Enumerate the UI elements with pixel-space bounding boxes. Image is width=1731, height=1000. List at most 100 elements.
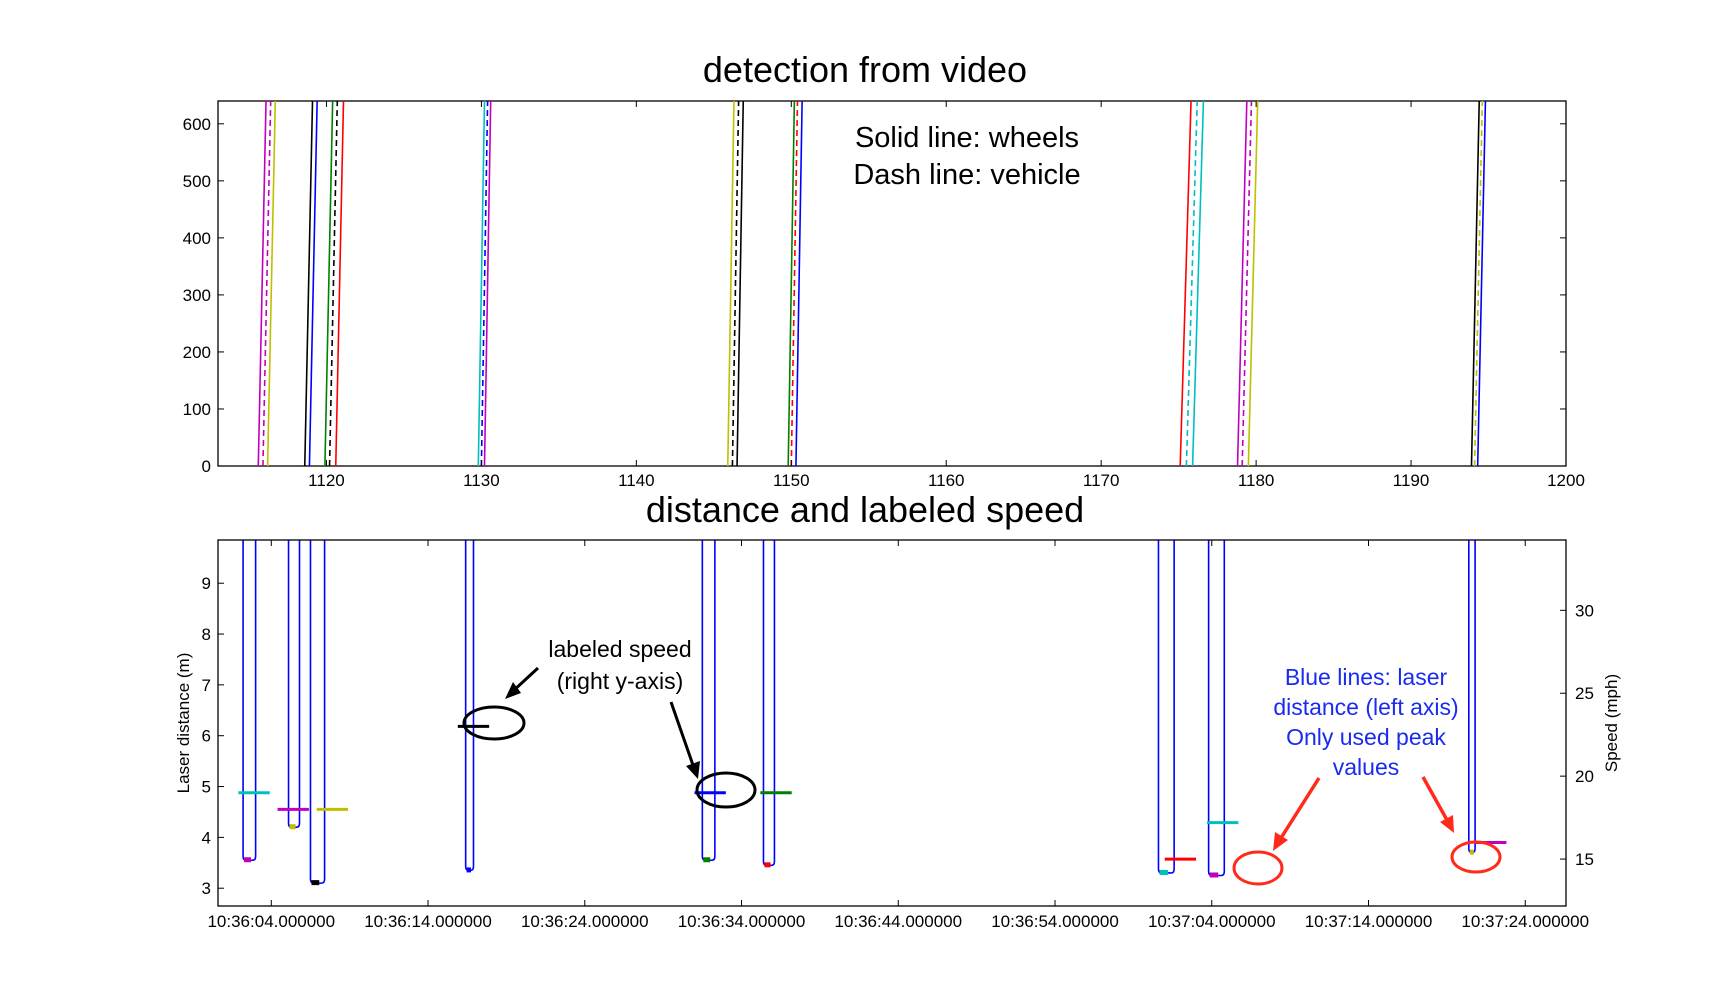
laser-dip-6 <box>1157 540 1175 874</box>
laser-peak-marker-5 <box>764 862 771 868</box>
top-x-tick-label-5: 1170 <box>1083 471 1120 490</box>
bottom-right-tick-label-2: 25 <box>1575 684 1594 703</box>
top-x-tick-label-7: 1190 <box>1393 471 1430 490</box>
top-series-line-13 <box>736 100 745 467</box>
bottom-y-tick-label-6: 9 <box>202 574 211 593</box>
top-series-line-10 <box>483 100 492 467</box>
top-y-tick-label-1: 100 <box>183 400 211 419</box>
top-series-line-25 <box>1476 100 1487 467</box>
top-chart-title: detection from video <box>703 49 1027 90</box>
laser-distance-series <box>242 540 1476 886</box>
right-axis-label: Speed (mph) <box>1602 674 1621 772</box>
bottom-y-tick-label-5: 8 <box>202 625 211 644</box>
top-y-tick-label-2: 200 <box>183 343 211 362</box>
bottom-y-tick-label-2: 5 <box>202 778 211 797</box>
top-legend-wheels: Solid line: wheels <box>855 122 1079 154</box>
top-y-tick-label-4: 400 <box>183 229 211 248</box>
bottom-plot-area: 10:36:04.000000 10:36:14.000000 10:36:24.0… <box>174 539 1621 931</box>
laser-annotation-line-2: distance (left axis) <box>1273 694 1458 720</box>
bottom-y-tick-label-0: 3 <box>202 879 211 898</box>
laser-peak-marker-8 <box>1469 849 1474 855</box>
top-series-line-16 <box>795 100 803 467</box>
top-series-line-22 <box>1247 100 1259 467</box>
speed-annotation-line-2: (right y-axis) <box>557 668 684 694</box>
speed-annotation: labeled speed (right y-axis) <box>462 636 757 809</box>
bottom-y-tick-label-4: 7 <box>202 676 211 695</box>
top-series-line-0 <box>257 100 267 467</box>
arrow-to-peak-2 <box>1421 776 1454 833</box>
laser-peak-marker-0 <box>244 857 251 863</box>
top-x-tick-label-2: 1140 <box>618 471 655 490</box>
bottom-right-tick-label-0: 15 <box>1575 850 1594 869</box>
laser-dip-8 <box>1468 540 1476 854</box>
top-x-tick-label-0: 1120 <box>308 471 345 490</box>
top-series-line-6 <box>328 100 339 467</box>
top-series-line-3 <box>303 100 314 467</box>
peak-highlight-ellipse-1 <box>1232 850 1284 886</box>
speed-highlight-ellipse-1 <box>462 705 526 741</box>
top-x-tick-label-3: 1150 <box>773 471 810 490</box>
laser-annotation-line-4: values <box>1333 754 1399 780</box>
top-series-line-4 <box>308 100 318 467</box>
bottom-x-tick-label-2: 10:36:24.000000 <box>521 912 649 931</box>
top-x-tick-label-8: 1200 <box>1547 471 1585 490</box>
laser-dip-0 <box>242 540 257 862</box>
bottom-right-tick-label-1: 20 <box>1575 767 1594 786</box>
laser-dip-2 <box>309 540 326 884</box>
top-plot-frame <box>217 100 1567 467</box>
laser-peak-marker-4 <box>703 857 711 863</box>
top-series-line-14 <box>787 100 796 467</box>
top-x-tick-label-1: 1130 <box>463 471 500 490</box>
top-plot-area: 1120 1130 1140 1150 1160 1170 1180 1190 1200 0 100… <box>183 100 1585 490</box>
laser-peak-marker-2 <box>311 880 320 886</box>
bottom-y-tick-label-3: 6 <box>202 727 211 746</box>
top-legend-vehicle: Dash line: vehicle <box>853 159 1080 191</box>
top-series-line-19 <box>1191 100 1205 467</box>
bottom-x-tick-label-1: 10:36:14.000000 <box>364 912 492 931</box>
top-series-line-11 <box>726 100 735 467</box>
top-axis-ticks: 1120 1130 1140 1150 1160 1170 1180 1190 1200 0 100… <box>183 101 1585 490</box>
bottom-x-tick-label-7: 10:37:14.000000 <box>1305 912 1433 931</box>
top-series-line-5 <box>324 100 334 467</box>
speed-highlight-ellipse-2 <box>695 771 757 809</box>
top-y-tick-label-5: 500 <box>183 172 211 191</box>
bottom-chart-title: distance and labeled speed <box>646 489 1084 530</box>
speed-annotation-line-1: labeled speed <box>548 636 691 662</box>
top-x-tick-label-4: 1160 <box>928 471 965 490</box>
top-series-line-23 <box>1470 100 1481 467</box>
top-y-tick-label-0: 0 <box>202 457 211 476</box>
top-series-line-2 <box>266 100 277 467</box>
laser-dip-5 <box>762 540 776 867</box>
top-series-line-15 <box>790 100 799 467</box>
bottom-x-tick-label-3: 10:36:34.000000 <box>678 912 806 931</box>
laser-peak-marker-1 <box>289 824 296 830</box>
laser-annotation-line-1: Blue lines: laser <box>1285 664 1448 690</box>
top-y-tick-label-6: 600 <box>183 115 211 134</box>
top-series-line-24 <box>1473 100 1484 467</box>
bottom-x-tick-label-8: 10:37:24.000000 <box>1461 912 1589 931</box>
bottom-right-tick-label-3: 30 <box>1575 601 1594 620</box>
top-series-line-17 <box>1179 100 1192 467</box>
arrow-to-peak-1 <box>1273 777 1321 851</box>
laser-peak-marker-3 <box>466 867 471 873</box>
arrow-to-speed-2 <box>669 701 700 779</box>
laser-annotation: Blue lines: laser distance (left axis) O… <box>1232 664 1502 886</box>
laser-annotation-line-3: Only used peak <box>1286 724 1446 750</box>
top-series-line-8 <box>477 100 486 467</box>
top-x-tick-label-6: 1180 <box>1238 471 1275 490</box>
bottom-plot-frame <box>217 539 1567 907</box>
top-series-line-18 <box>1185 100 1199 467</box>
bottom-x-tick-label-5: 10:36:54.000000 <box>991 912 1119 931</box>
bottom-x-tick-label-4: 10:36:44.000000 <box>834 912 962 931</box>
top-series-line-21 <box>1241 100 1253 467</box>
laser-dip-7 <box>1207 540 1226 877</box>
top-series-line-20 <box>1236 100 1248 467</box>
bottom-x-tick-label-0: 10:36:04.000000 <box>207 912 335 931</box>
laser-peak-marker-7 <box>1209 872 1219 878</box>
laser-peak-marker-6 <box>1159 869 1169 875</box>
top-series-line-9 <box>480 100 489 467</box>
bottom-axis-ticks: 10:36:04.000000 10:36:14.000000 10:36:24.0… <box>202 540 1594 931</box>
laser-dip-3 <box>464 540 475 872</box>
laser-dip-1 <box>287 540 301 829</box>
